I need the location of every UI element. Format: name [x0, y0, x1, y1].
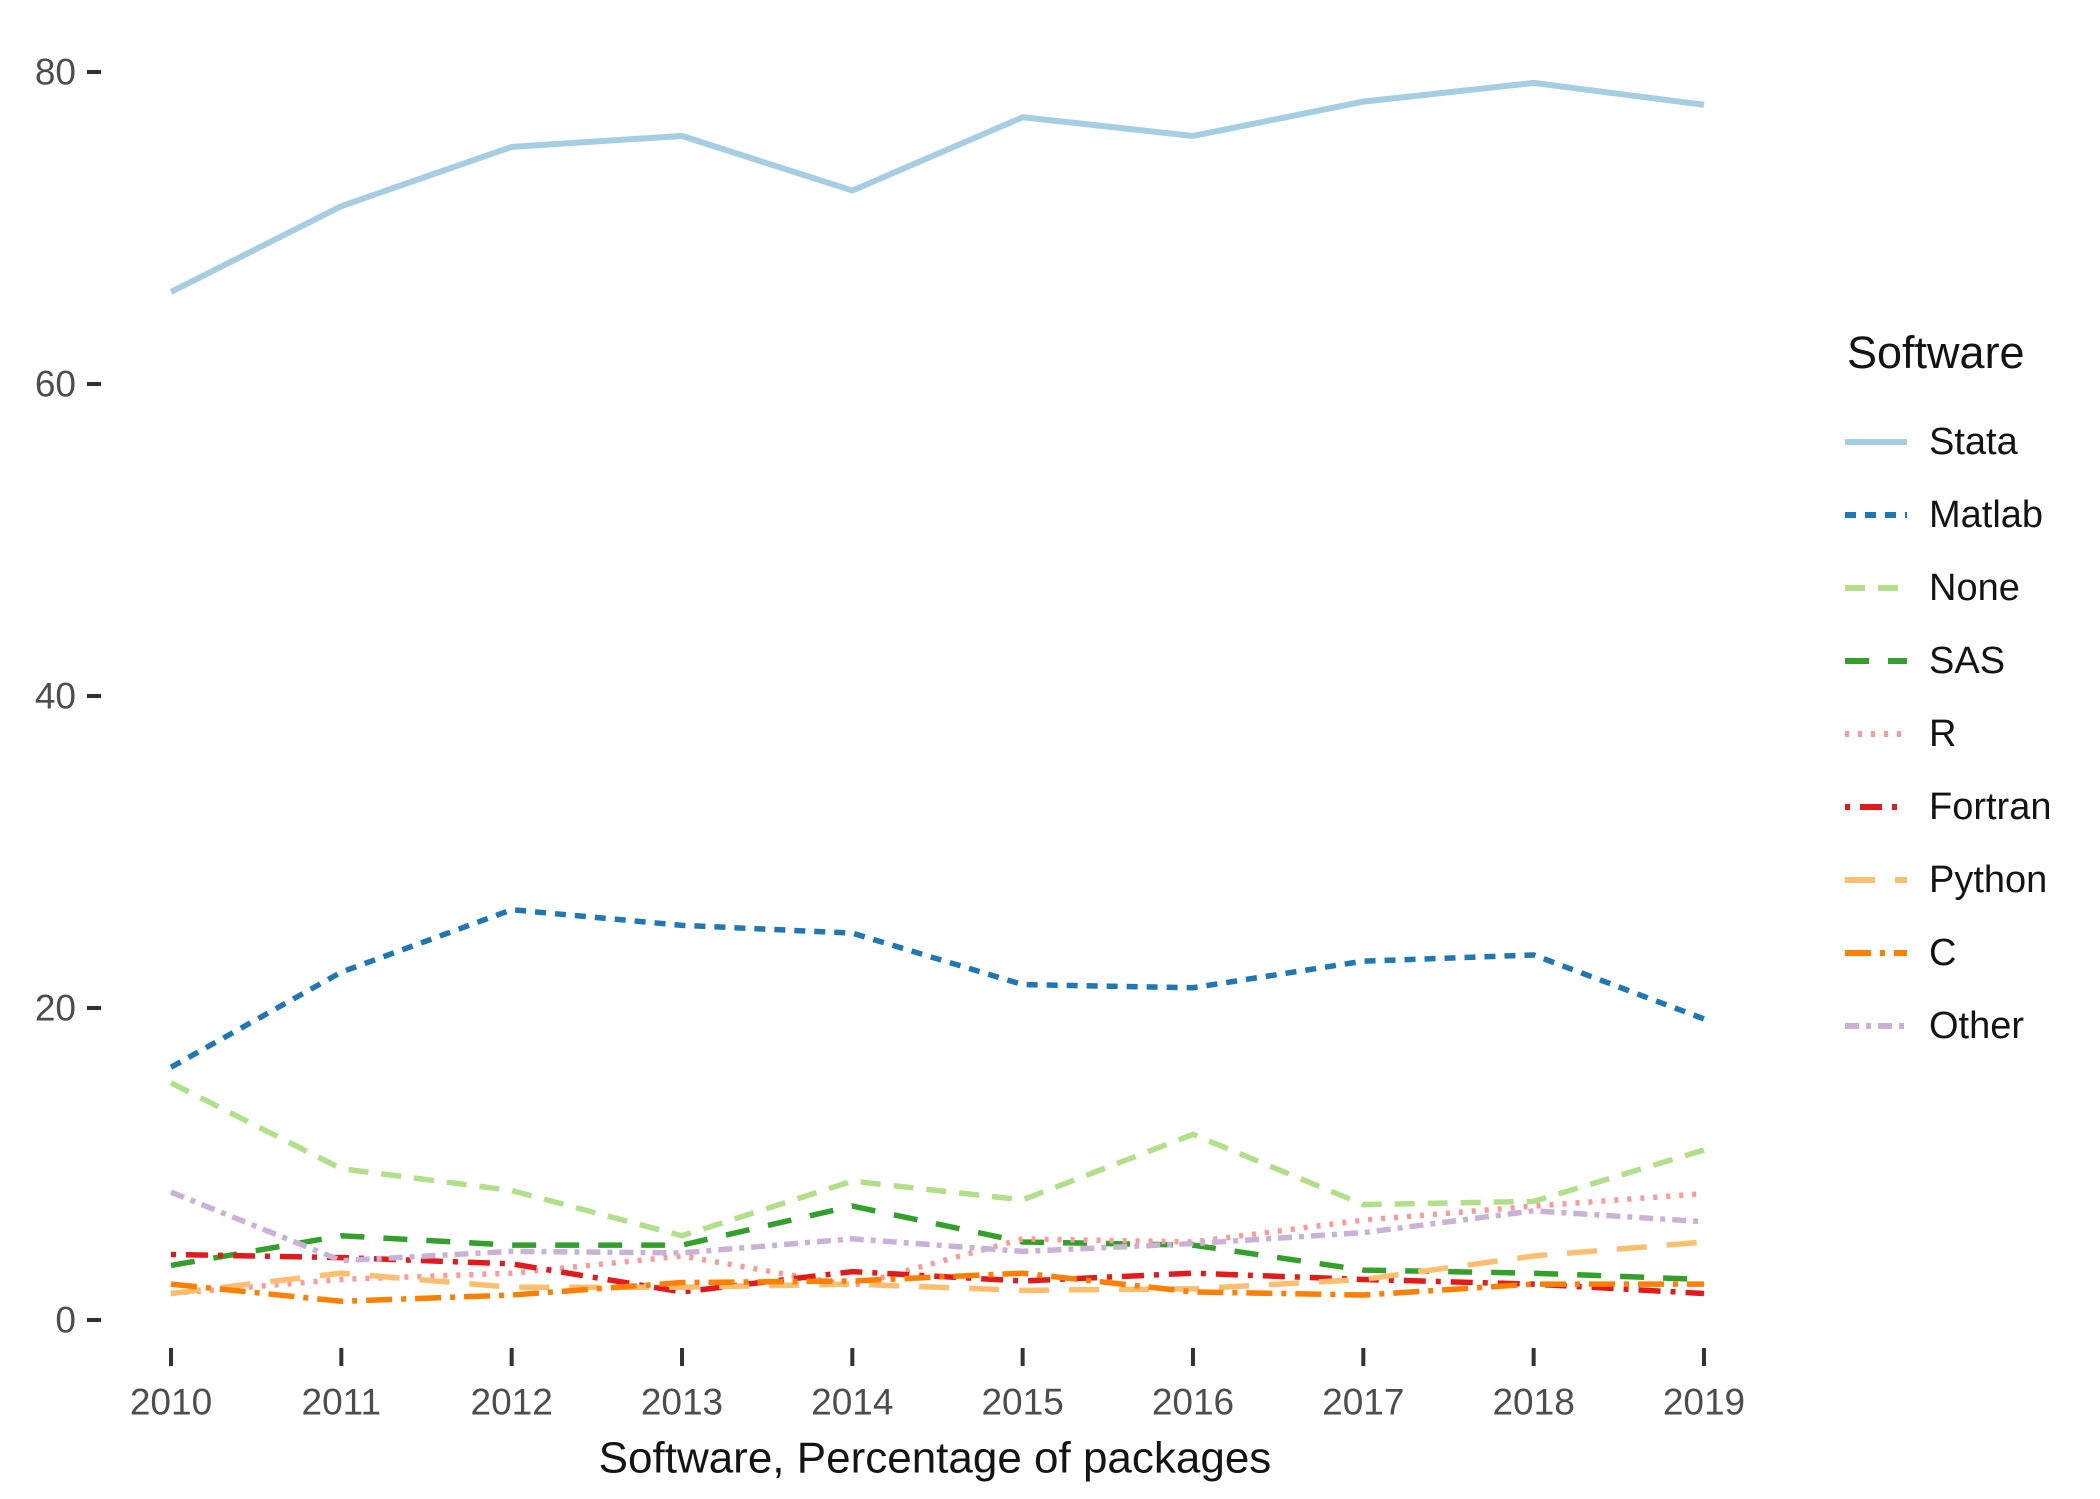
series-line-sas	[170, 1203, 1705, 1283]
legend-title: Software	[1847, 327, 2025, 378]
x-axis-tick-label-2019: 2019	[1663, 1382, 1745, 1423]
series-line-matlab	[169, 906, 1705, 1070]
legend-item-label: Other	[1929, 1004, 2025, 1047]
legend-key-line-icon	[1845, 877, 1907, 883]
legend-key-line-icon	[1845, 658, 1907, 664]
x-axis-tick-label-2018: 2018	[1492, 1382, 1574, 1423]
legend-item-label: SAS	[1929, 639, 2006, 682]
y-axis-tick-label-40: 40	[35, 676, 76, 717]
legend-key-line-icon	[1845, 585, 1907, 591]
legend-item-python: Python	[1845, 844, 2095, 917]
legend-key-line-icon	[1845, 512, 1907, 518]
legend-item-label: None	[1929, 566, 2020, 609]
series-line-c	[170, 1270, 1704, 1305]
x-axis-tick-label-2017: 2017	[1322, 1382, 1404, 1423]
legend-item-label: Stata	[1929, 420, 2018, 463]
legend-key-line-icon	[1845, 731, 1907, 737]
series-line-python	[170, 1239, 1705, 1297]
series-line-fortran	[170, 1251, 1705, 1297]
x-axis-title: Software, Percentage of packages	[599, 1434, 1272, 1483]
legend-item-matlab: Matlab	[1845, 479, 2095, 552]
y-axis-tick-label-20: 20	[35, 988, 76, 1029]
legend-key-line-icon	[1845, 804, 1907, 810]
x-axis-tick-label-2010: 2010	[130, 1382, 212, 1423]
legend-item-label: C	[1929, 931, 1957, 974]
legend-key-line-icon	[1845, 950, 1907, 956]
x-axis-tick-label-2012: 2012	[471, 1382, 553, 1423]
x-axis-tick-label-2015: 2015	[981, 1382, 1063, 1423]
y-axis-tick-label-60: 60	[35, 364, 76, 405]
legend-item-label: Fortran	[1929, 785, 2052, 828]
series-line-none	[169, 1080, 1705, 1239]
legend-item-sas: SAS	[1845, 625, 2095, 698]
legend-item-label: R	[1929, 712, 1957, 755]
legend-key-line-icon	[1845, 1023, 1907, 1029]
legend: Software Stata Matlab None SAS R Fortran Pytho…	[1845, 328, 2095, 1063]
y-axis-tick-label-80: 80	[35, 52, 76, 93]
legend-item-label: Python	[1929, 858, 2048, 901]
legend-item-fortran: Fortran	[1845, 771, 2095, 844]
x-axis-tick-label-2013: 2013	[641, 1382, 723, 1423]
x-axis-tick-label-2016: 2016	[1152, 1382, 1234, 1423]
legend-item-other: Other	[1845, 990, 2095, 1063]
legend-key-line-icon	[1845, 439, 1907, 445]
y-axis-tick-label-0: 0	[55, 1300, 76, 1341]
legend-item-c: C	[1845, 917, 2095, 990]
legend-item-none: None	[1845, 552, 2095, 625]
series-line-r	[170, 1190, 1705, 1297]
legend-item-label: Matlab	[1929, 493, 2044, 536]
legend-items: Stata Matlab None SAS R Fortran Python C Other	[1845, 406, 2095, 1063]
legend-item-r: R	[1845, 698, 2095, 771]
x-axis-tick-label-2014: 2014	[811, 1382, 893, 1423]
legend-item-stata: Stata	[1845, 406, 2095, 479]
series-line-stata	[169, 79, 1705, 295]
series-line-other	[169, 1189, 1705, 1264]
x-axis-tick-label-2011: 2011	[302, 1382, 382, 1423]
